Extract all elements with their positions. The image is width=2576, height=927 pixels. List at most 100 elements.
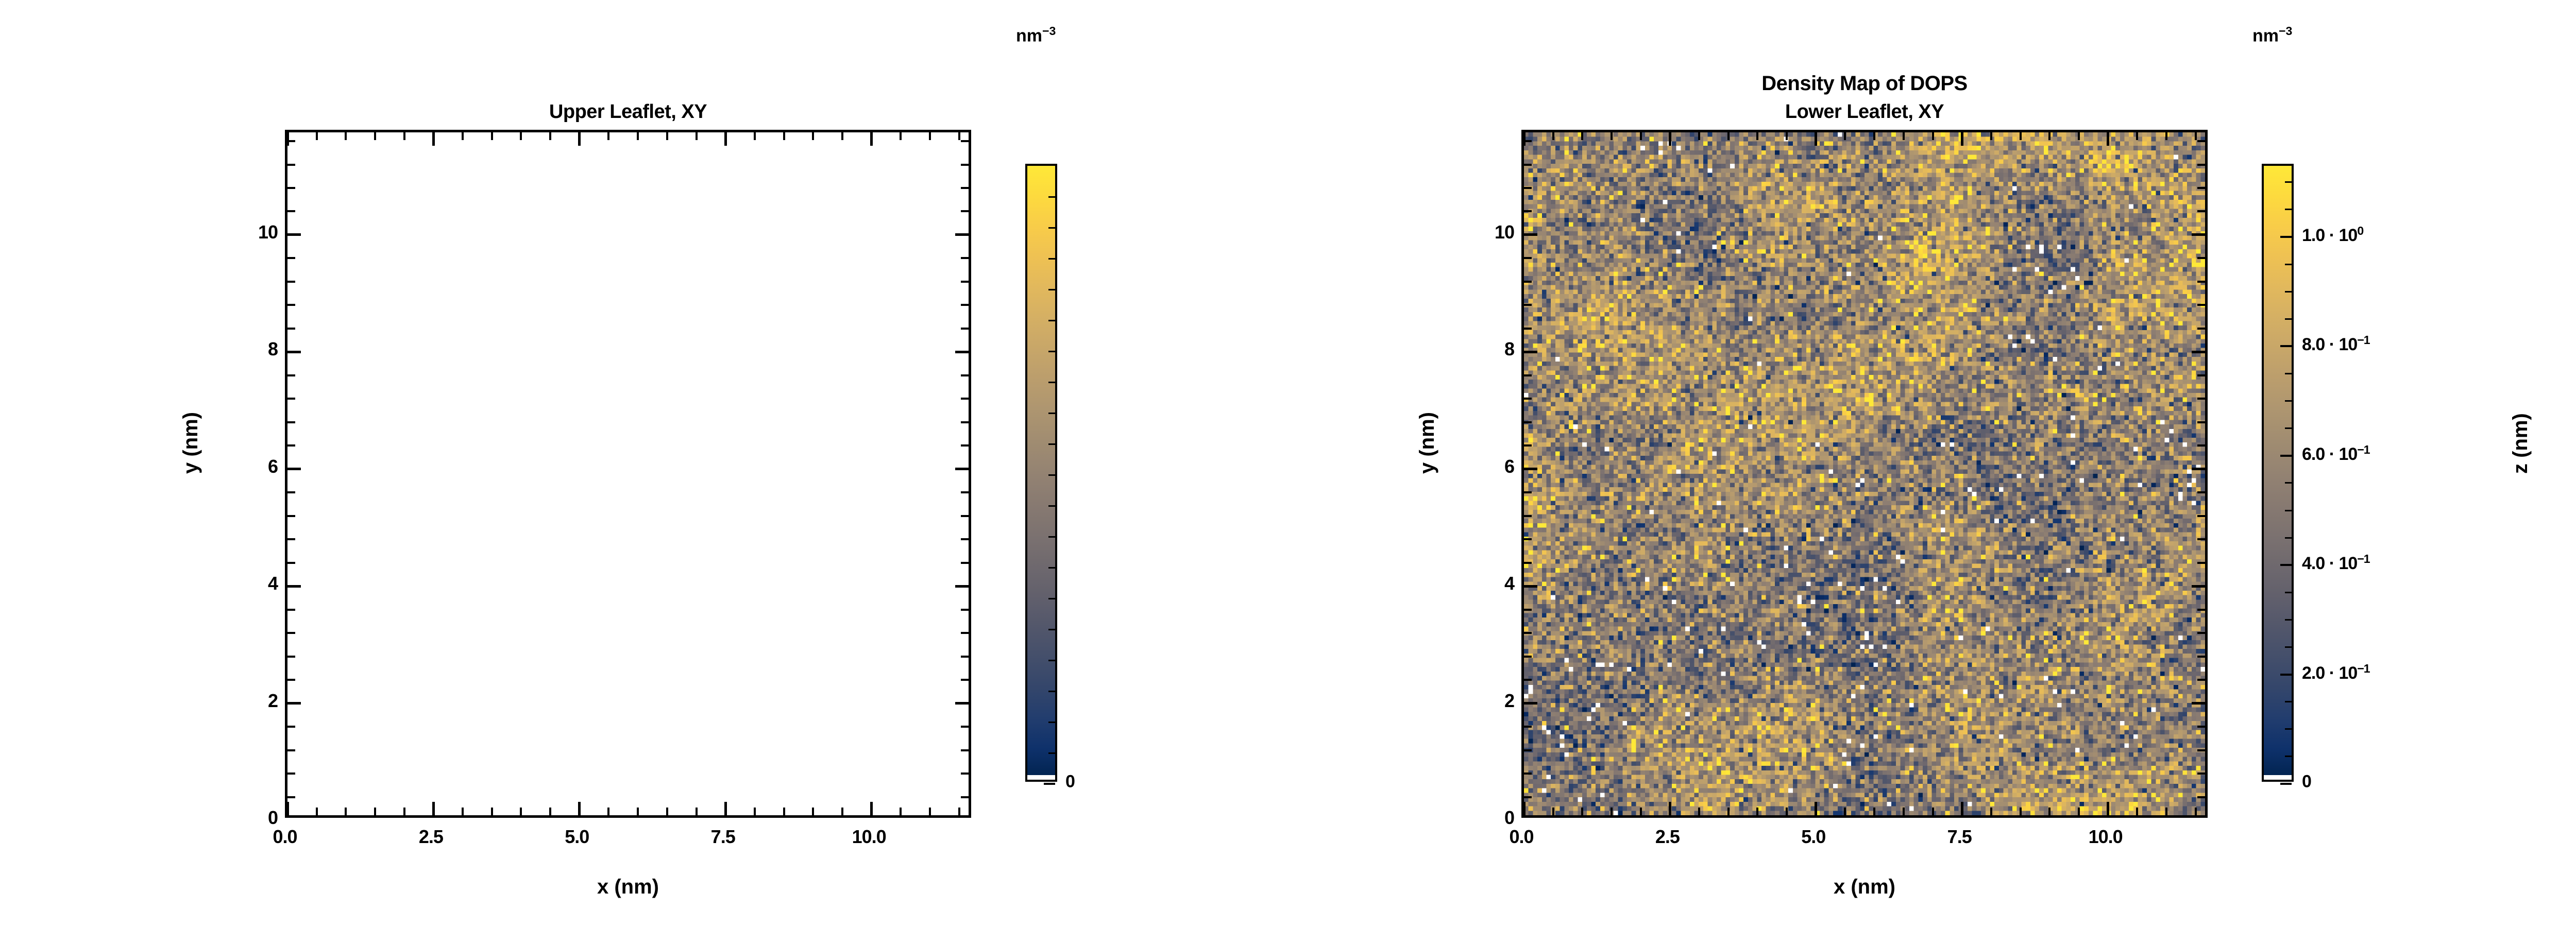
y-axis-title-upper-leaflet: y (nm) [179, 412, 202, 474]
y-tick-label: 0 [2568, 454, 2576, 476]
x-tick-top [1668, 132, 1671, 146]
y-tick-minor-right [961, 632, 969, 634]
colorbar-tick-minor [1048, 288, 1055, 290]
x-tick-minor [2019, 808, 2022, 815]
x-tick-top [432, 132, 435, 146]
colorbar-underflow-lower-leaflet [2264, 775, 2292, 780]
y-tick-minor-right [2197, 608, 2205, 611]
colorbar-underflow-upper-leaflet [1027, 775, 1055, 780]
x-tick-minor [549, 808, 552, 815]
x-tick-major [1524, 802, 1526, 815]
y-tick-minor [1524, 187, 1532, 190]
y-tick-label: −2 [2568, 595, 2576, 617]
colorbar-tick-minor [2285, 728, 2292, 730]
x-tick-minor-top [607, 132, 610, 140]
y-tick-minor-right [2197, 398, 2205, 400]
x-tick-minor-top [1873, 132, 1876, 140]
y-tick-label: 8 [1504, 338, 1515, 360]
x-tick-minor-top [783, 132, 785, 140]
y-tick-label: 0 [267, 807, 278, 828]
colorbar-tick-label: 0 [2302, 771, 2312, 792]
y-tick-right [955, 350, 969, 353]
colorbar-tick-minor [1048, 597, 1055, 599]
colorbar-tick-minor [2285, 263, 2292, 265]
x-tick-minor [1931, 808, 1934, 815]
y-tick-minor-right [2197, 749, 2205, 751]
y-tick-right [955, 702, 969, 705]
y-tick-major [1524, 702, 1537, 705]
colorbar-tick-minor [2285, 318, 2292, 320]
y-tick-minor-right [2197, 679, 2205, 681]
x-tick-minor-top [637, 132, 639, 140]
x-tick-minor-top [1902, 132, 1905, 140]
x-tick-minor [666, 808, 668, 815]
y-tick-major [1524, 233, 1537, 236]
y-tick-label: 0 [1504, 807, 1515, 828]
x-tick-label: 2.5 [1655, 826, 1680, 847]
x-tick-minor [1552, 808, 1554, 815]
colorbar-tick-minor [1048, 566, 1055, 569]
y-tick-right [955, 468, 969, 471]
x-tick-label: 0.0 [273, 826, 297, 847]
colorbar-tick-minor [2285, 509, 2292, 511]
y-tick-minor [287, 163, 295, 166]
y-tick-label: 10 [1494, 221, 1515, 243]
y-tick-minor [287, 398, 295, 400]
colorbar-tick-minor [2285, 619, 2292, 621]
y-tick-label: −4 [2568, 736, 2576, 758]
y-tick-minor-right [2197, 444, 2205, 447]
colorbar-tick-minor [2285, 482, 2292, 484]
x-tick-top [1960, 132, 1963, 146]
y-tick-minor-right [2197, 632, 2205, 634]
y-tick-minor [287, 280, 295, 283]
x-tick-top [2107, 132, 2110, 146]
x-tick-label: 10.0 [852, 826, 887, 847]
x-tick-major [432, 802, 435, 815]
x-tick-top [1815, 132, 1818, 146]
x-tick-major [578, 802, 581, 815]
x-tick-minor [374, 808, 377, 815]
x-tick-major [1668, 802, 1671, 815]
x-tick-minor-top [958, 132, 960, 140]
x-tick-label: 5.0 [565, 826, 589, 847]
y-tick-minor [287, 327, 295, 330]
y-tick-minor [287, 514, 295, 517]
x-tick-minor [958, 808, 960, 815]
y-tick-label: 2 [267, 690, 278, 711]
colorbar-unit-lower-leaflet: nm−3 [2252, 24, 2293, 46]
plot-frame-upper-leaflet [285, 130, 971, 818]
y-tick-label: 6 [267, 455, 278, 477]
x-tick-major [870, 802, 873, 815]
colorbar-tick-minor [2285, 209, 2292, 211]
x-tick-minor [520, 808, 522, 815]
colorbar-tick-minor [1048, 752, 1055, 754]
y-tick-minor-right [2197, 538, 2205, 541]
colorbar-tick [2280, 345, 2292, 348]
x-tick-minor-top [695, 132, 698, 140]
y-tick-minor [1524, 280, 1532, 283]
heatmap-canvas-lower-leaflet [1524, 132, 2205, 815]
y-tick-minor-right [2197, 257, 2205, 260]
y-tick-major [287, 585, 301, 588]
y-tick-minor [287, 608, 295, 611]
x-tick-major [287, 802, 289, 815]
y-tick-major [287, 702, 301, 705]
panel-upper-leaflet: Upper Leaflet, XY x (nm) y (nm) nm−3 0.0… [0, 0, 1236, 927]
x-tick-minor [1581, 808, 1584, 815]
x-tick-minor-top [1552, 132, 1554, 140]
x-tick-minor [900, 808, 902, 815]
x-tick-minor-top [1931, 132, 1934, 140]
y-tick-minor [1524, 655, 1532, 658]
colorbar-tick-minor [1048, 350, 1055, 352]
y-tick-minor [287, 444, 295, 447]
x-tick-top [287, 132, 289, 146]
y-tick-minor-right [961, 561, 969, 564]
x-tick-minor [1990, 808, 1992, 815]
y-tick-minor [287, 257, 295, 260]
x-tick-minor [1698, 808, 1701, 815]
x-tick-minor [841, 808, 843, 815]
x-tick-minor-top [2048, 132, 2051, 140]
colorbar-tick-minor [1048, 628, 1055, 630]
y-tick-minor-right [2197, 726, 2205, 728]
